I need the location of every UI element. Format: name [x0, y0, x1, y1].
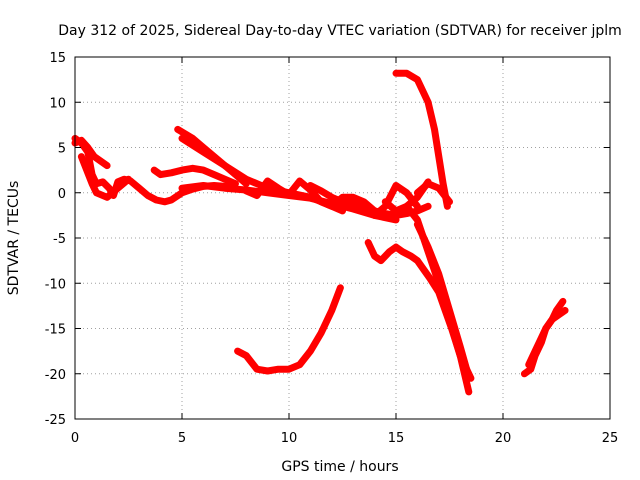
y-tick-label: -20	[45, 368, 66, 383]
x-tick-labels: 0 5 10 15 20 25	[71, 431, 618, 446]
series-arc-13	[234, 284, 344, 375]
y-tick-label: 15	[49, 51, 66, 66]
x-tick-label: 20	[495, 431, 512, 446]
x-tick-label: 0	[71, 431, 79, 446]
chart-title: Day 312 of 2025, Sidereal Day-to-day VTE…	[58, 23, 622, 39]
x-tick-label: 10	[281, 431, 298, 446]
y-tick-label: -15	[45, 323, 66, 338]
x-tick-label: 15	[388, 431, 405, 446]
y-tick-label: -25	[45, 413, 66, 428]
series-arc-8	[242, 177, 389, 219]
axis-ticks	[74, 56, 611, 420]
series-arc-3	[77, 153, 132, 201]
y-tick-label: -5	[53, 232, 66, 247]
series-arc-4	[150, 164, 239, 188]
y-tick-labels: -25 -20 -15 -10 -5 0 5 10 15	[45, 51, 66, 428]
y-tick-label: 0	[58, 187, 66, 202]
series-arc-2	[71, 136, 111, 170]
y-tick-label: -10	[45, 277, 66, 292]
x-tick-label: 5	[178, 431, 186, 446]
grid-lines	[75, 57, 610, 419]
y-axis-label: SDTVAR / TECUs	[6, 181, 22, 296]
x-tick-label: 25	[602, 431, 619, 446]
y-tick-label: 5	[58, 142, 66, 157]
series-arc-17	[413, 220, 471, 373]
series-arc-19	[525, 306, 569, 369]
series-arc-15	[392, 69, 451, 210]
plot-area	[71, 69, 569, 396]
series-arc-10	[360, 182, 421, 219]
y-tick-label: 10	[49, 96, 66, 111]
x-axis-label: GPS time / hours	[281, 459, 398, 475]
